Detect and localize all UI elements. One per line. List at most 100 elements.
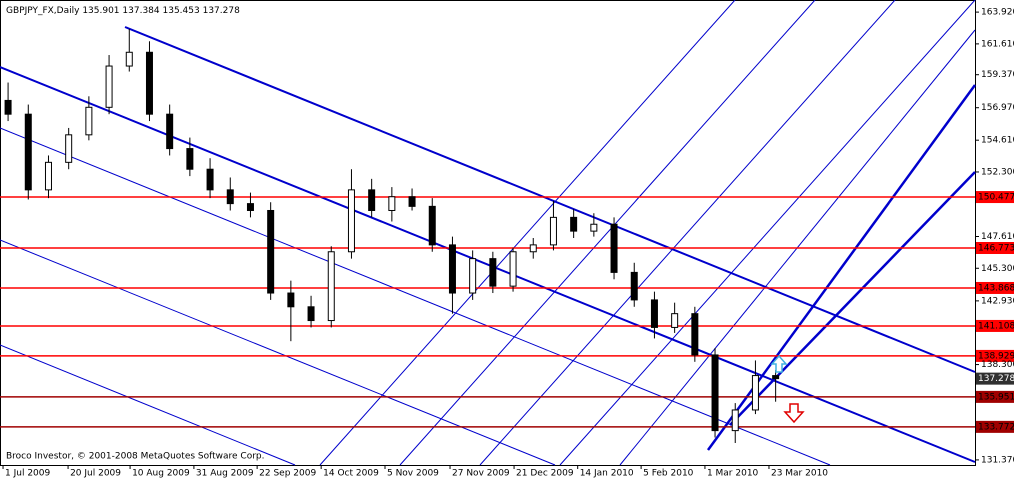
x-tick-label: 14 Oct 2009: [323, 469, 379, 479]
signals: [770, 354, 805, 424]
trendline: [479, 0, 896, 466]
trendline: [0, 127, 831, 466]
candle-body: [186, 148, 194, 170]
candle-body: [570, 216, 578, 232]
x-tick-label: 20 Jul 2009: [70, 469, 121, 479]
trendline: [124, 26, 976, 373]
candle-body: [206, 168, 214, 191]
level-label: 138.929: [978, 351, 1014, 361]
trendline: [729, 171, 976, 426]
level-label: 150.477: [978, 193, 1014, 203]
trendline: [319, 0, 736, 466]
level-label-box: [976, 281, 1014, 294]
y-tick-label: 152.300: [981, 167, 1014, 177]
chart-header: GBPJPY_FX,Daily 135.901 137.384 135.453 …: [6, 6, 240, 16]
candle-body: [85, 106, 93, 136]
candle-body: [388, 196, 396, 211]
y-tick-label: 159.370: [981, 70, 1014, 80]
level-label-box: [976, 191, 1014, 204]
level-label-box: [976, 420, 1014, 433]
level-label-box: [976, 390, 1014, 403]
plot-frame: [0, 0, 976, 466]
level-label: 135.951: [978, 392, 1014, 402]
candle-body: [428, 205, 436, 246]
candle-body: [267, 209, 275, 294]
trendline: [399, 0, 816, 466]
level-label-box: [976, 242, 1014, 255]
ohlc-value: 135.453: [163, 6, 200, 16]
level-label-box: [976, 319, 1014, 332]
candles: [4, 28, 780, 443]
candle-body: [327, 251, 335, 322]
candle-body: [105, 65, 113, 108]
candle-body: [24, 113, 32, 191]
trendline: [559, 0, 976, 466]
candle-body: [368, 189, 376, 211]
candle-body: [772, 375, 780, 380]
x-tick-label: 27 Nov 2009: [452, 469, 510, 479]
sell-arrow: [783, 403, 805, 424]
y-tick-label: 163.920: [981, 8, 1014, 18]
trendline: [0, 344, 296, 466]
candle-body: [226, 189, 234, 205]
candle-body: [307, 306, 315, 322]
x-tick-label: 22 Sep 2009: [259, 469, 316, 479]
x-tick-label: 5 Nov 2009: [387, 469, 439, 479]
y-tick-label: 138.300: [981, 360, 1014, 370]
price-label-box: [976, 372, 1014, 385]
level-label: 143.868: [978, 283, 1014, 293]
candle-body: [408, 196, 416, 207]
candle-body: [4, 99, 12, 115]
y-tick-label: 147.610: [981, 232, 1014, 242]
x-tick-label: 1 Jul 2009: [5, 469, 50, 479]
level-label: 146.773: [978, 244, 1014, 254]
symbol: GBPJPY_FX,Daily: [6, 6, 80, 16]
candle-body: [549, 216, 557, 246]
candle-body: [691, 313, 699, 356]
candle-body: [448, 244, 456, 294]
y-tick-label: 154.610: [981, 136, 1014, 146]
ohlc-value: 137.278: [203, 6, 240, 16]
candle-body: [590, 223, 598, 232]
x-tick-label: 1 Mar 2010: [707, 469, 759, 479]
x-tick-label: 10 Aug 2009: [132, 469, 190, 479]
levels: 150.477 146.773 143.868 141.108 138.929 135.9…: [0, 191, 1014, 433]
level-label-box: [976, 349, 1014, 362]
level-label: 133.772: [978, 422, 1014, 432]
y-tick-label: 145.300: [981, 264, 1014, 274]
candle-body: [44, 161, 52, 191]
x-tick-label: 21 Dec 2009: [516, 469, 574, 479]
x-tick-label: 23 Mar 2010: [771, 469, 828, 479]
y-tick-label: 161.610: [981, 39, 1014, 49]
ohlc-value: 137.384: [122, 6, 159, 16]
candle-body: [65, 134, 73, 163]
candle-body: [509, 251, 517, 287]
candle-body: [489, 258, 497, 287]
buy-arrow: [770, 354, 788, 373]
y-tick-label: 142.930: [981, 296, 1014, 306]
candle-body: [246, 203, 254, 211]
x-tick-label: 31 Aug 2009: [196, 469, 254, 479]
candle-body: [125, 51, 133, 67]
footer: Broco Investor, © 2001-2008 MetaQuotes S…: [6, 452, 265, 462]
candle-body: [711, 354, 719, 432]
candle-body: [650, 299, 658, 328]
y-tick-label: 131.370: [981, 455, 1014, 465]
candle-body: [145, 51, 153, 115]
candle-body: [731, 409, 739, 432]
y-tick-label: 156.970: [981, 103, 1014, 113]
level-label: 141.108: [978, 321, 1014, 331]
candle-body: [287, 292, 295, 308]
ohlc-value: 135.901: [82, 6, 119, 16]
candle-body: [610, 223, 618, 273]
x-tick-label: 5 Feb 2010: [643, 469, 694, 479]
candle-body: [751, 375, 759, 411]
candle-body: [347, 189, 355, 253]
price-label: 137.278: [978, 374, 1014, 384]
candle-body: [671, 313, 679, 328]
x-tick-label: 14 Jan 2010: [580, 469, 634, 479]
candle-body: [469, 258, 477, 294]
candle-body: [630, 271, 638, 301]
